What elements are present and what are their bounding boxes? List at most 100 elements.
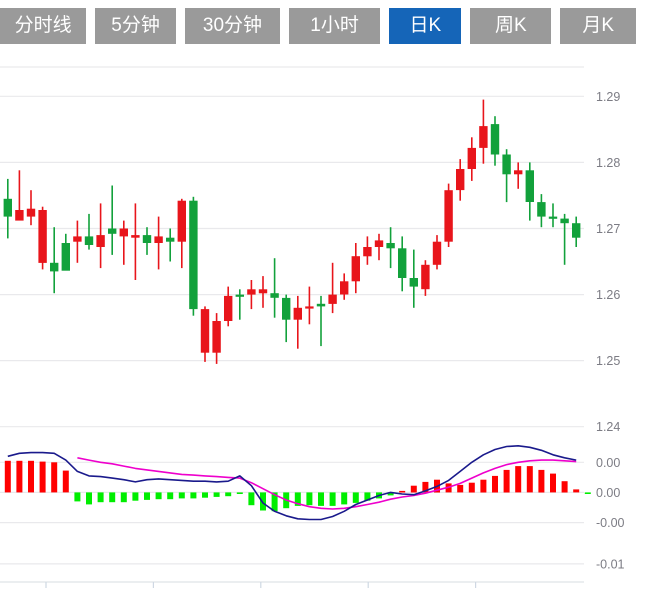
- candlestick[interactable]: [247, 280, 256, 310]
- macd-bar: [399, 490, 406, 493]
- candlestick[interactable]: [351, 243, 360, 294]
- dea-line: [77, 457, 577, 510]
- candlestick[interactable]: [235, 289, 244, 320]
- candle-body: [200, 309, 210, 353]
- candlestick[interactable]: [305, 286, 314, 325]
- candlestick[interactable]: [96, 203, 105, 269]
- candlestick[interactable]: [26, 190, 36, 226]
- candlestick[interactable]: [212, 313, 221, 364]
- macd-tick-label: -0.00: [596, 516, 625, 530]
- candlestick[interactable]: [142, 227, 152, 255]
- timeframe-tab-6[interactable]: 月K: [560, 8, 636, 44]
- candlestick[interactable]: [444, 183, 453, 247]
- candle-body: [525, 170, 534, 202]
- candlestick[interactable]: [525, 162, 534, 221]
- candle-body: [282, 297, 291, 320]
- timeframe-tab-4[interactable]: 日K: [389, 8, 462, 44]
- macd-bar: [503, 469, 510, 493]
- candlestick[interactable]: [50, 227, 59, 294]
- macd-bar: [39, 461, 46, 493]
- macd-bar: [550, 473, 556, 493]
- candlestick[interactable]: [224, 286, 233, 327]
- candlestick[interactable]: [502, 149, 511, 203]
- stock-chart-svg[interactable]: 1.29 1.28 1.27 1.26 1.25 1.24 0.00 0.00 -0.00 -0…: [0, 52, 645, 589]
- candlestick[interactable]: [560, 213, 569, 265]
- chart-container[interactable]: 1.29 1.28 1.27 1.26 1.25 1.24 0.00 0.00 -0.00 -0…: [0, 52, 645, 589]
- price-tick-label: 1.28: [596, 156, 620, 170]
- price-tick-label: 1.24: [596, 420, 620, 434]
- candle-body: [456, 169, 465, 191]
- macd-bar: [538, 469, 545, 493]
- candlestick[interactable]: [374, 233, 384, 261]
- macd-bar: [86, 492, 92, 505]
- macd-histogram-series[interactable]: [4, 460, 591, 512]
- candlestick[interactable]: [479, 99, 488, 164]
- dif-path: [7, 445, 577, 521]
- candlestick[interactable]: [15, 170, 24, 221]
- candlestick[interactable]: [409, 249, 418, 308]
- candlestick[interactable]: [119, 220, 128, 265]
- timeframe-tab-0[interactable]: 分时线: [0, 8, 87, 44]
- candlestick[interactable]: [363, 236, 372, 265]
- candlestick[interactable]: [270, 258, 279, 318]
- macd-bar: [120, 492, 127, 503]
- candlestick[interactable]: [421, 260, 430, 296]
- candlestick[interactable]: [328, 262, 337, 314]
- candlestick[interactable]: [200, 306, 210, 362]
- candle-body: [479, 126, 488, 148]
- macd-bar: [410, 485, 417, 493]
- candlestick[interactable]: [166, 228, 175, 262]
- candle-body: [514, 170, 523, 175]
- candle-body: [560, 218, 569, 224]
- candlestick[interactable]: [282, 294, 291, 343]
- candlestick[interactable]: [340, 273, 349, 300]
- candlestick[interactable]: [131, 203, 140, 280]
- candlestick[interactable]: [3, 178, 12, 239]
- candlestick[interactable]: [84, 213, 94, 250]
- macd-bar: [329, 492, 336, 506]
- candlestick[interactable]: [38, 206, 47, 270]
- candlestick[interactable]: [177, 198, 186, 269]
- candlestick[interactable]: [572, 216, 581, 247]
- candle-body: [548, 216, 558, 219]
- candlestick[interactable]: [73, 220, 82, 263]
- candle-body: [154, 236, 163, 243]
- macd-tick-label: 0.00: [596, 456, 620, 470]
- macd-bar: [74, 492, 81, 502]
- candlestick[interactable]: [293, 295, 302, 349]
- macd-bar: [109, 492, 116, 503]
- timeframe-tab-1[interactable]: 5分钟: [95, 8, 177, 44]
- timeframe-tab-2[interactable]: 30分钟: [185, 8, 280, 44]
- candlestick-series[interactable]: [3, 99, 581, 364]
- candlestick[interactable]: [386, 227, 395, 269]
- candle-body: [3, 198, 12, 217]
- macd-bar: [62, 470, 69, 493]
- candlestick[interactable]: [189, 196, 198, 316]
- candle-body: [305, 306, 314, 309]
- macd-bar: [318, 492, 324, 506]
- candlestick[interactable]: [398, 236, 407, 292]
- candlestick[interactable]: [514, 162, 523, 189]
- candlestick[interactable]: [316, 295, 326, 347]
- candlestick[interactable]: [61, 233, 70, 271]
- candlestick[interactable]: [108, 185, 117, 255]
- candlestick[interactable]: [154, 216, 163, 270]
- macd-bar: [144, 492, 150, 500]
- timeframe-tab-5[interactable]: 周K: [470, 8, 552, 44]
- macd-tick-label: -0.01: [596, 557, 625, 571]
- candlestick[interactable]: [456, 159, 465, 201]
- candlestick[interactable]: [490, 116, 500, 166]
- candlestick[interactable]: [258, 276, 268, 308]
- candle-body: [26, 208, 36, 217]
- price-panel-gridlines: [0, 66, 584, 428]
- candle-body: [61, 243, 70, 271]
- candlestick[interactable]: [432, 235, 442, 270]
- candle-body: [142, 235, 152, 243]
- candlestick[interactable]: [537, 194, 546, 228]
- candlestick[interactable]: [548, 203, 558, 228]
- timeframe-tab-3[interactable]: 1小时: [288, 8, 381, 44]
- macd-bar: [306, 492, 313, 506]
- candle-body: [224, 295, 233, 321]
- candlestick[interactable]: [467, 137, 476, 181]
- candle-body: [374, 240, 384, 247]
